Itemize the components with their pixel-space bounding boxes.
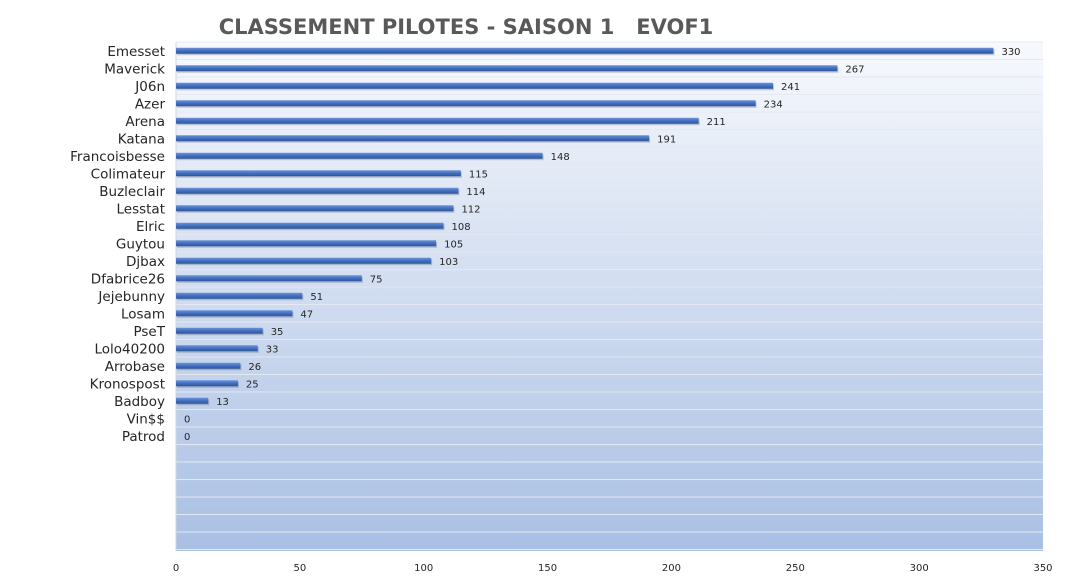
data-label: 148 (551, 152, 570, 163)
gridlines (175, 41, 1043, 551)
data-label: 26 (248, 362, 261, 373)
x-axis-ticks: 0 50 100 150 200 250 300 350 (173, 563, 1053, 574)
bar (176, 292, 303, 299)
data-label: 0 (184, 432, 190, 443)
category-label: Buzleclair (99, 184, 165, 200)
category-label: Vin$$ (127, 411, 165, 427)
bar (176, 65, 838, 72)
category-label: Arrobase (105, 359, 165, 375)
bar (176, 380, 238, 387)
bar (176, 82, 773, 89)
x-tick-label: 350 (1033, 563, 1052, 574)
bar (176, 222, 444, 229)
data-label: 108 (452, 222, 471, 233)
data-labels: 3302672412342111911481151141121081051037… (184, 47, 1021, 443)
category-label: Jejebunny (97, 289, 165, 305)
data-label: 241 (781, 82, 800, 93)
category-label: Dfabrice26 (91, 271, 165, 287)
x-tick-label: 300 (910, 563, 929, 574)
category-label: Emesset (107, 44, 165, 60)
chart-title: CLASSEMENT PILOTES - SAISON 1 EVOF1 (219, 15, 714, 39)
x-tick-label: 100 (414, 563, 433, 574)
data-label: 191 (657, 134, 676, 145)
bar (176, 327, 263, 334)
data-label: 330 (1001, 47, 1020, 58)
data-label: 51 (310, 292, 323, 303)
category-label: Kronospost (90, 376, 165, 392)
bar (176, 205, 454, 212)
data-label: 234 (764, 99, 783, 110)
category-label: Colimateur (91, 166, 166, 182)
data-label: 33 (266, 344, 279, 355)
bar (176, 152, 543, 159)
bar (176, 170, 461, 177)
bar (176, 135, 650, 142)
bar (176, 257, 432, 264)
data-label: 112 (461, 204, 480, 215)
bar (176, 240, 437, 247)
category-label: Patrod (122, 429, 165, 445)
category-label: Katana (118, 131, 165, 147)
x-tick-label: 0 (173, 563, 179, 574)
category-label: Losam (121, 306, 165, 322)
x-tick-label: 200 (662, 563, 681, 574)
bar (176, 117, 699, 124)
data-label: 0 (184, 414, 190, 425)
category-label: Azer (135, 96, 166, 112)
data-label: 47 (300, 309, 313, 320)
data-label: 267 (845, 64, 864, 75)
category-label: Francoisbesse (70, 149, 165, 165)
bar (176, 47, 994, 54)
data-label: 114 (466, 187, 485, 198)
x-tick-label: 250 (786, 563, 805, 574)
data-label: 103 (439, 257, 458, 268)
data-label: 75 (370, 274, 383, 285)
data-label: 211 (707, 117, 726, 128)
data-label: 13 (216, 397, 229, 408)
category-label: J06n (134, 79, 165, 95)
bar (176, 275, 362, 282)
category-label: Maverick (104, 61, 165, 77)
bars (176, 47, 995, 406)
x-tick-label: 150 (538, 563, 557, 574)
data-label: 25 (246, 379, 259, 390)
bar (176, 345, 258, 352)
category-label: PseT (134, 324, 166, 340)
category-label: Arena (125, 114, 165, 130)
plot-area (176, 42, 1043, 551)
category-label: Guytou (116, 236, 165, 252)
category-label: Badboy (114, 394, 165, 410)
data-label: 105 (444, 239, 463, 250)
x-tick-label: 50 (293, 563, 306, 574)
bar (176, 310, 293, 317)
bar (176, 187, 459, 194)
bar (176, 397, 209, 404)
category-label: Lesstat (116, 201, 165, 217)
category-label: Djbax (126, 254, 165, 270)
data-label: 35 (271, 327, 284, 338)
category-label: Elric (136, 219, 165, 235)
category-label: Lolo40200 (95, 341, 166, 357)
bar (176, 100, 756, 107)
data-label: 115 (469, 169, 488, 180)
bar (176, 362, 241, 369)
